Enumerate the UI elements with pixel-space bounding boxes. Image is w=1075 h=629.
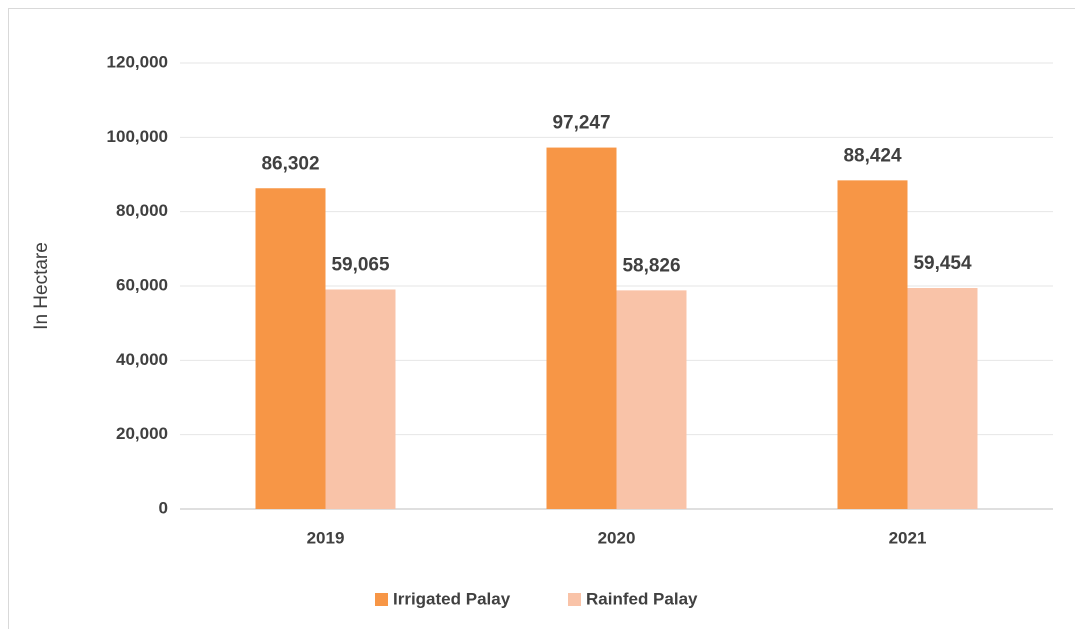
legend-label: Irrigated Palay (393, 589, 511, 608)
y-tick-label: 20,000 (116, 424, 168, 443)
data-label: 86,302 (261, 153, 319, 174)
legend-swatch (375, 593, 388, 606)
bar (907, 288, 978, 509)
legend-swatch (568, 593, 581, 606)
legend-label: Rainfed Palay (586, 589, 698, 608)
x-tick-label: 2019 (307, 528, 345, 547)
bar (255, 188, 326, 509)
bar (616, 290, 687, 509)
data-label: 59,454 (913, 253, 972, 274)
y-tick-label: 60,000 (116, 275, 168, 294)
data-label: 97,247 (552, 113, 610, 134)
bar (325, 289, 396, 509)
bar (546, 147, 617, 510)
y-tick-label: 40,000 (116, 350, 168, 369)
y-tick-label: 80,000 (116, 201, 168, 220)
y-axis-label: In Hectare (31, 242, 52, 330)
y-tick-label: 100,000 (107, 127, 168, 146)
data-label: 58,826 (622, 255, 680, 276)
y-tick-label: 0 (159, 498, 168, 517)
x-tick-label: 2021 (889, 528, 927, 547)
y-tick-label: 120,000 (107, 52, 168, 71)
chart-frame (8, 8, 1075, 629)
x-tick-label: 2020 (598, 528, 636, 547)
data-label: 59,065 (331, 254, 390, 275)
data-label: 88,424 (843, 145, 902, 166)
bar (837, 180, 908, 509)
